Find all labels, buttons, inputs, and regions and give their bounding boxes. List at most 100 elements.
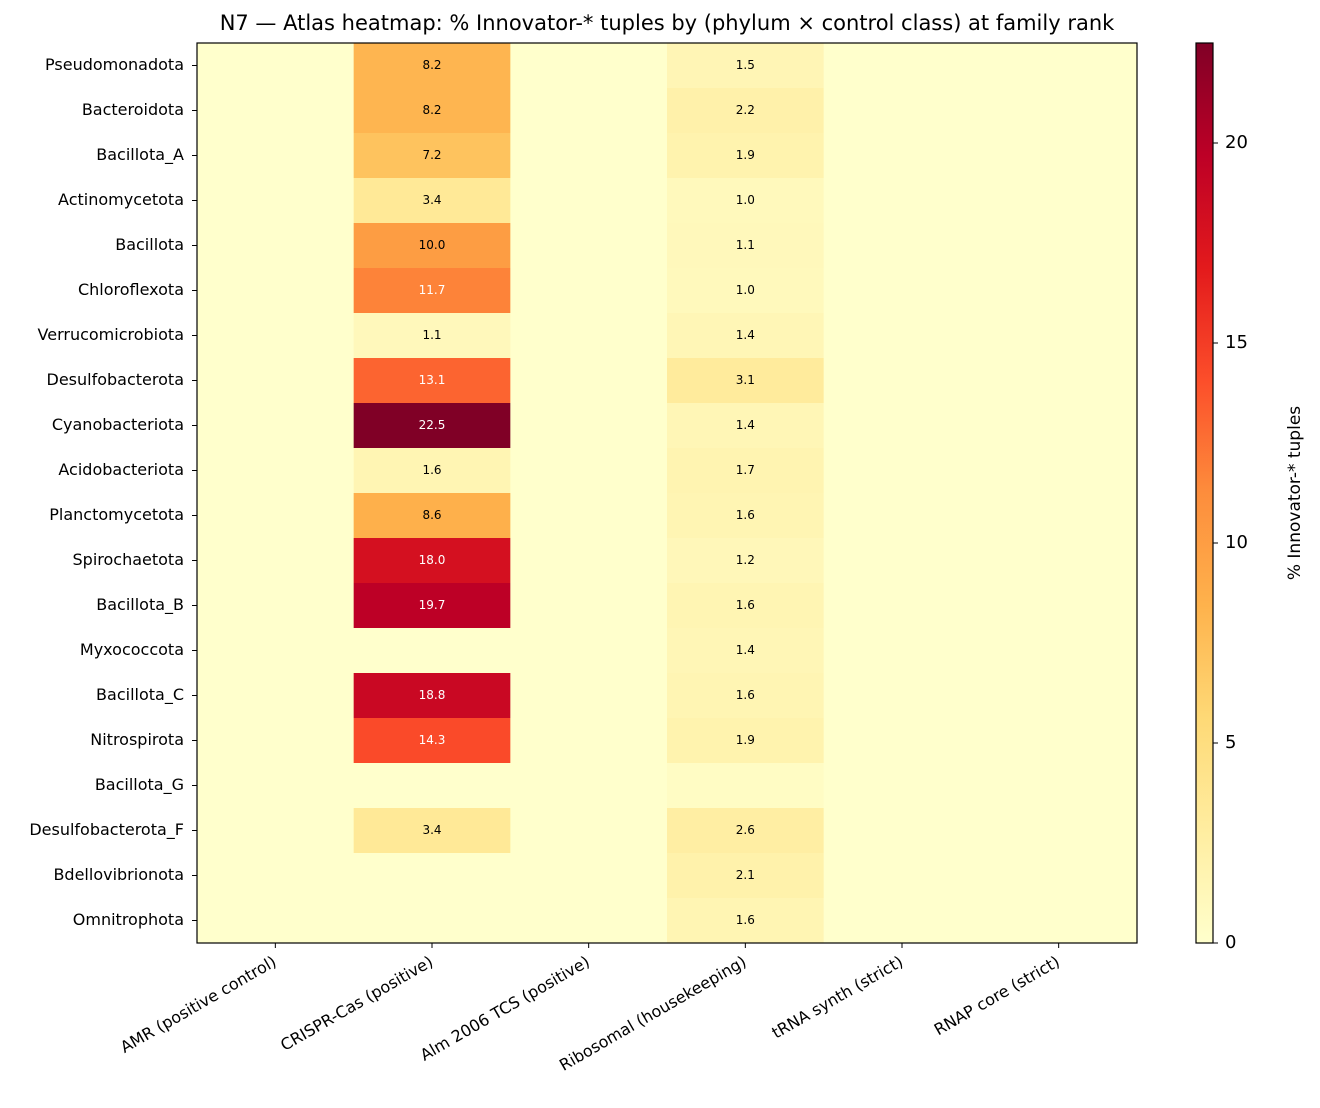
- cell-label: 1.2: [736, 553, 755, 567]
- cell: [823, 403, 981, 449]
- cell: [667, 223, 825, 269]
- cell: [353, 448, 511, 494]
- cell: [980, 43, 1138, 89]
- cell: [353, 718, 511, 764]
- y-tick-label: Omnitrophota: [73, 910, 184, 929]
- cell-label: 18.0: [419, 553, 446, 567]
- cell: [980, 538, 1138, 584]
- cell: [667, 628, 825, 674]
- x-tick-label: RNAP core (strict): [931, 952, 1063, 1039]
- cell-label: 1.6: [422, 463, 441, 477]
- cell-label: 8.2: [422, 103, 441, 117]
- cell-label: 14.3: [419, 733, 446, 747]
- cell: [823, 718, 981, 764]
- cell: [510, 88, 668, 134]
- cell: [510, 448, 668, 494]
- y-tick-label: Desulfobacterota: [47, 370, 184, 389]
- cell: [353, 673, 511, 719]
- cell-label: 3.4: [422, 823, 441, 837]
- cell: [667, 763, 825, 809]
- cell: [823, 808, 981, 854]
- cell-label: 1.0: [736, 283, 755, 297]
- cell-label: 1.9: [736, 148, 755, 162]
- y-tick-label: Verrucomicrobiota: [38, 325, 184, 344]
- cell-label: 11.7: [419, 283, 446, 297]
- cell: [353, 898, 511, 944]
- cell: [667, 673, 825, 719]
- y-tick-label: Pseudomonadota: [45, 55, 184, 74]
- cell-label: 2.2: [736, 103, 755, 117]
- cell: [353, 808, 511, 854]
- cell-label: 1.4: [736, 418, 755, 432]
- cell: [980, 853, 1138, 899]
- cell: [823, 313, 981, 359]
- cell: [197, 673, 355, 719]
- cell: [197, 448, 355, 494]
- cell: [980, 313, 1138, 359]
- cell: [980, 493, 1138, 539]
- cell: [353, 223, 511, 269]
- cell: [510, 808, 668, 854]
- cell-label: 1.5: [736, 58, 755, 72]
- cell-label: 1.1: [422, 328, 441, 342]
- cell: [353, 88, 511, 134]
- cell: [667, 493, 825, 539]
- cell: [667, 583, 825, 629]
- cell: [353, 763, 511, 809]
- cell: [823, 358, 981, 404]
- cell: [353, 178, 511, 224]
- cell: [197, 718, 355, 764]
- cell: [980, 223, 1138, 269]
- cell: [510, 718, 668, 764]
- y-tick-label: Myxococcota: [80, 640, 184, 659]
- cell: [980, 358, 1138, 404]
- y-tick-label: Bacillota_A: [96, 145, 184, 165]
- cell: [353, 538, 511, 584]
- cell: [510, 763, 668, 809]
- y-tick-label: Nitrospirota: [90, 730, 184, 749]
- cell: [980, 763, 1138, 809]
- cell: [823, 43, 981, 89]
- cell-label: 2.6: [736, 823, 755, 837]
- cell: [823, 853, 981, 899]
- cell: [510, 583, 668, 629]
- cell: [197, 538, 355, 584]
- y-tick-label: Bacillota_B: [96, 595, 184, 615]
- cell-label: 8.2: [422, 58, 441, 72]
- cell: [353, 583, 511, 629]
- cell-label: 1.6: [736, 688, 755, 702]
- cell-label: 1.7: [736, 463, 755, 477]
- cell: [980, 628, 1138, 674]
- colorbar-label: % Innovator-* tuples: [1285, 406, 1305, 580]
- cell: [353, 853, 511, 899]
- cell: [197, 88, 355, 134]
- cell: [823, 88, 981, 134]
- cell: [980, 448, 1138, 494]
- cell: [353, 493, 511, 539]
- cell-label: 2.1: [736, 868, 755, 882]
- cell: [510, 898, 668, 944]
- cell-label: 18.8: [419, 688, 446, 702]
- chart-title: N7 — Atlas heatmap: % Innovator-* tuples…: [220, 11, 1115, 35]
- cell: [980, 673, 1138, 719]
- cell: [353, 628, 511, 674]
- cell: [823, 583, 981, 629]
- cell: [197, 583, 355, 629]
- cell-label: 1.9: [736, 733, 755, 747]
- colorbar: [1195, 42, 1214, 944]
- cell: [197, 178, 355, 224]
- cell: [197, 313, 355, 359]
- cell: [823, 133, 981, 179]
- cell: [980, 133, 1138, 179]
- cell-label: 19.7: [419, 598, 446, 612]
- cell: [667, 898, 825, 944]
- y-tick-label: Spirochaetota: [73, 550, 185, 569]
- cell-label: 1.4: [736, 643, 755, 657]
- colorbar-tick-label: 5: [1225, 732, 1236, 753]
- cell: [510, 358, 668, 404]
- cell: [197, 268, 355, 314]
- cell: [980, 718, 1138, 764]
- cell: [823, 898, 981, 944]
- cell: [980, 403, 1138, 449]
